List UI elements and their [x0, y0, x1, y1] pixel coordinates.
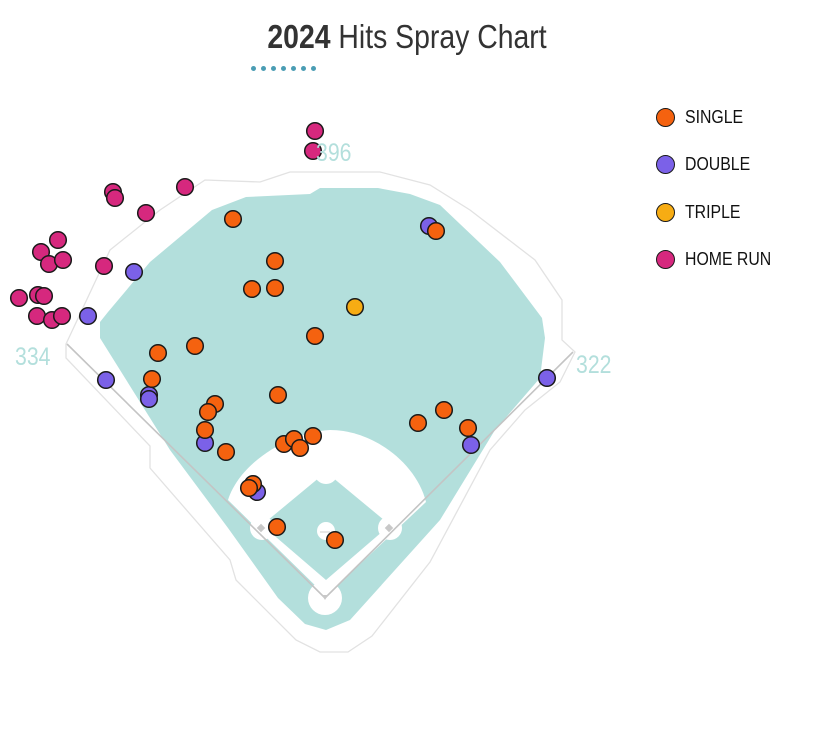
home-run-hit-marker[interactable] [305, 121, 325, 141]
home-run-hit-marker[interactable] [105, 188, 125, 208]
legend-label: HOME RUN [685, 249, 772, 270]
double-marker-icon [656, 155, 675, 175]
legend-label: SINGLE [685, 107, 744, 128]
triple-hit-marker[interactable] [345, 297, 365, 317]
home-run-hit-marker[interactable] [48, 230, 68, 250]
legend-label: TRIPLE [685, 201, 741, 222]
single-hit-marker[interactable] [305, 326, 325, 346]
legend: SINGLE DOUBLE TRIPLE HOME RUN [656, 94, 783, 283]
chart-title-text: Hits Spray Chart [330, 18, 547, 55]
chart-title-year: 2024 [267, 18, 331, 55]
double-hit-marker[interactable] [461, 435, 481, 455]
single-hit-marker[interactable] [223, 209, 243, 229]
single-hit-marker[interactable] [148, 343, 168, 363]
single-marker-icon [656, 108, 675, 128]
legend-label: DOUBLE [685, 154, 751, 175]
single-hit-marker[interactable] [426, 221, 446, 241]
single-hit-marker[interactable] [195, 420, 215, 440]
home-plate [322, 595, 328, 600]
single-hit-marker[interactable] [434, 400, 454, 420]
single-hit-marker[interactable] [267, 517, 287, 537]
hit-markers [9, 121, 557, 550]
legend-item-home-run[interactable]: HOME RUN [656, 236, 783, 283]
double-hit-marker[interactable] [537, 368, 557, 388]
triple-marker-icon [656, 202, 675, 222]
legend-item-triple[interactable]: TRIPLE [656, 189, 783, 236]
single-hit-marker[interactable] [458, 418, 478, 438]
single-hit-marker[interactable] [216, 442, 236, 462]
home-run-marker-icon [656, 250, 675, 270]
title-underline-dots [251, 66, 327, 72]
double-hit-marker[interactable] [78, 306, 98, 326]
right-foul-line [324, 351, 574, 599]
single-hit-marker[interactable] [290, 438, 310, 458]
legend-item-double[interactable]: DOUBLE [656, 141, 783, 188]
single-hit-marker[interactable] [142, 369, 162, 389]
single-hit-marker[interactable] [265, 251, 285, 271]
legend-item-single[interactable]: SINGLE [656, 94, 783, 141]
home-run-hit-marker[interactable] [9, 288, 29, 308]
single-hit-marker[interactable] [303, 426, 323, 446]
home-run-hit-marker[interactable] [27, 306, 47, 326]
first-base [384, 523, 394, 533]
double-hit-marker[interactable] [96, 370, 116, 390]
distance-center-field: 396 [316, 139, 352, 167]
distance-right-field: 322 [576, 351, 612, 379]
single-hit-marker[interactable] [268, 385, 288, 405]
home-run-hit-marker[interactable] [175, 177, 195, 197]
single-hit-marker[interactable] [325, 530, 345, 550]
single-hit-marker[interactable] [265, 278, 285, 298]
single-hit-marker[interactable] [198, 402, 218, 422]
chart-title: 2024 Hits Spray Chart [57, 18, 757, 56]
single-hit-marker[interactable] [185, 336, 205, 356]
home-run-hit-marker[interactable] [52, 306, 72, 326]
home-run-hit-marker[interactable] [94, 256, 114, 276]
third-base [256, 523, 266, 533]
double-hit-marker[interactable] [124, 262, 144, 282]
distance-left-field: 334 [15, 343, 51, 371]
double-hit-marker[interactable] [139, 389, 159, 409]
home-run-hit-marker[interactable] [34, 286, 54, 306]
single-hit-marker[interactable] [242, 279, 262, 299]
home-run-hit-marker[interactable] [303, 141, 323, 161]
single-hit-marker[interactable] [239, 478, 259, 498]
home-run-hit-marker[interactable] [136, 203, 156, 223]
home-run-hit-marker[interactable] [53, 250, 73, 270]
single-hit-marker[interactable] [408, 413, 428, 433]
outfield-grass [100, 188, 545, 630]
